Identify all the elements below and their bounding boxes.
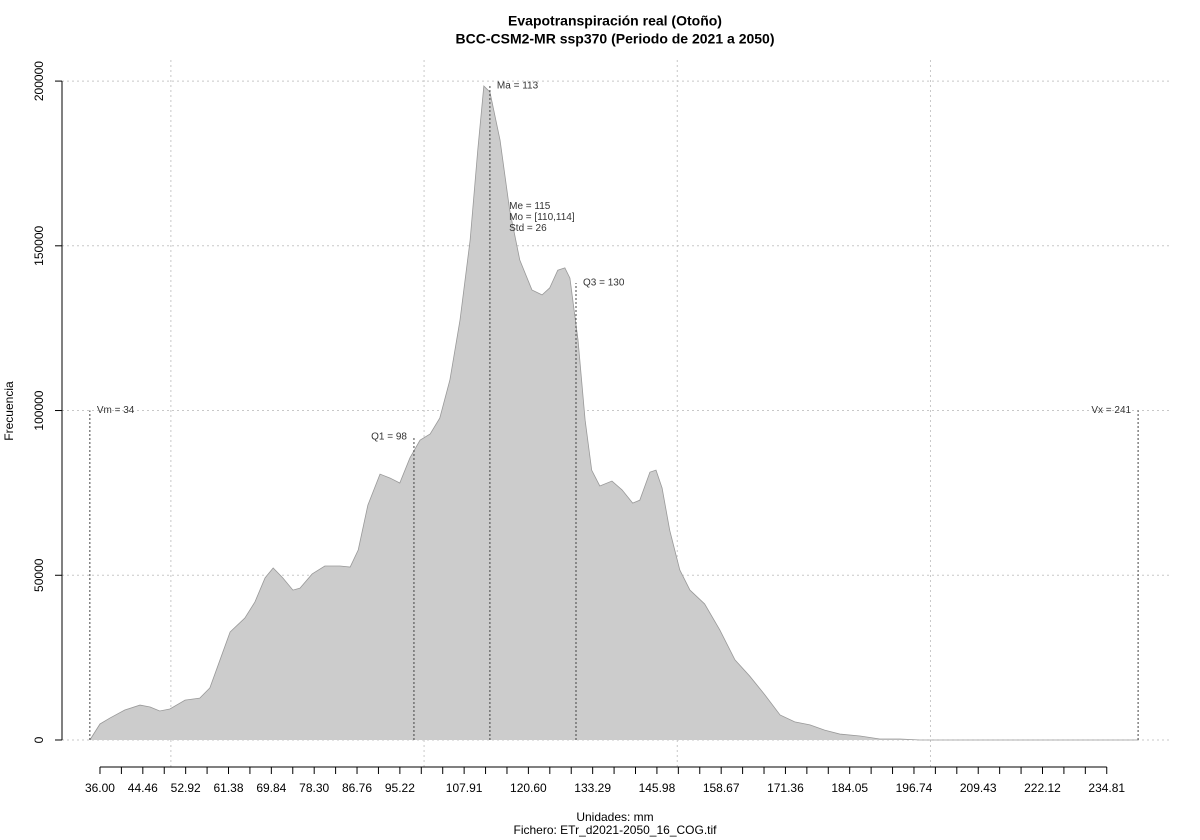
x-tick-label: 95.22 [385, 781, 415, 795]
x-tick-label: 184.05 [831, 781, 868, 795]
x-tick-label: 107.91 [446, 781, 483, 795]
x-tick-label: 158.67 [703, 781, 740, 795]
x-tick-label: 145.98 [639, 781, 676, 795]
x-tick-label: 69.84 [256, 781, 286, 795]
area-fill [89, 86, 1139, 740]
stats-label: Me = 115 [509, 201, 551, 212]
y-tick-label: 100000 [32, 390, 46, 430]
x-tick-label: 61.38 [213, 781, 243, 795]
y-tick-label: 0 [32, 736, 46, 743]
x-tick-label: 209.43 [960, 781, 997, 795]
x-tick-label: 44.46 [128, 781, 158, 795]
caption: Fichero: ETr_d2021-2050_16_COG.tif [514, 823, 718, 837]
x-axis-label: Unidades: mm [576, 810, 653, 824]
chart-subtitle: BCC-CSM2-MR ssp370 (Periodo de 2021 a 20… [456, 31, 775, 47]
marker-label: Q1 = 98 [371, 432, 407, 443]
y-tick-label: 200000 [32, 61, 46, 101]
x-tick-label: 120.60 [510, 781, 547, 795]
x-tick-label: 234.81 [1088, 781, 1125, 795]
marker-label: Ma = 113 [497, 81, 539, 92]
x-tick-label: 196.74 [896, 781, 933, 795]
marker-label: Vx = 241 [1091, 405, 1131, 416]
stats-label: Mo = [110,114] [509, 212, 575, 223]
x-tick-label: 78.30 [299, 781, 329, 795]
marker-label: Q3 = 130 [583, 278, 625, 289]
y-tick-label: 50000 [32, 558, 46, 592]
x-tick-label: 133.29 [574, 781, 611, 795]
x-tick-label: 86.76 [342, 781, 372, 795]
x-tick-label: 171.36 [767, 781, 804, 795]
marker-label: Vm = 34 [97, 405, 135, 416]
y-tick-label: 150000 [32, 225, 46, 265]
chart-title: Evapotranspiración real (Otoño) [508, 13, 722, 29]
x-tick-label: 222.12 [1024, 781, 1061, 795]
y-axis-label: Frecuencia [2, 381, 16, 441]
x-tick-label: 36.00 [85, 781, 115, 795]
stats-label: Std = 26 [509, 223, 547, 234]
x-tick-label: 52.92 [171, 781, 201, 795]
